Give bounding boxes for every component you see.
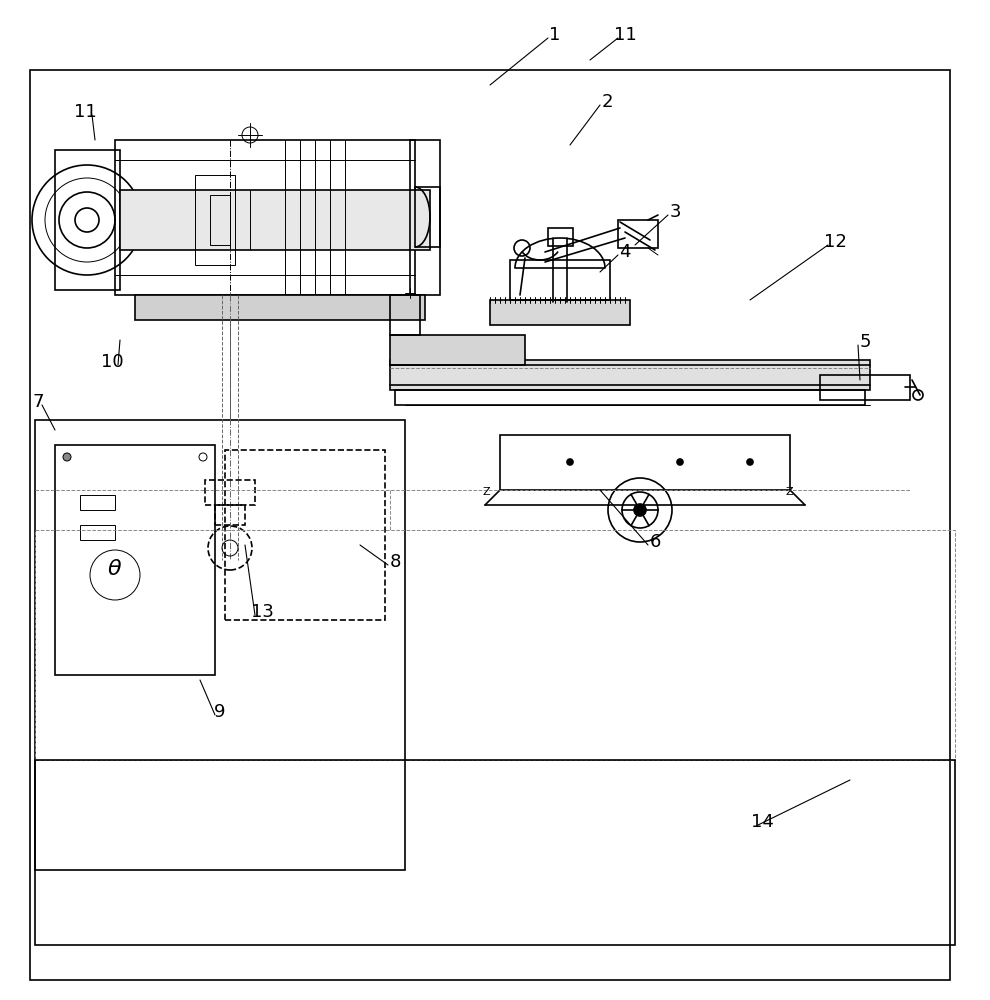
Bar	[80, 525, 115, 540]
Text: 4: 4	[620, 243, 631, 261]
Bar	[195, 175, 235, 265]
Bar	[410, 140, 440, 295]
Text: 11: 11	[73, 103, 96, 121]
Text: 14: 14	[750, 813, 773, 831]
Text: 1: 1	[549, 26, 560, 44]
Text: 8: 8	[389, 553, 401, 571]
Bar	[618, 220, 658, 248]
Bar	[490, 300, 630, 325]
Bar	[55, 445, 215, 675]
Bar	[210, 195, 230, 245]
Text: 5: 5	[859, 333, 871, 351]
Text: Z: Z	[785, 487, 793, 497]
Text: 12: 12	[824, 233, 846, 251]
Text: 11: 11	[614, 26, 637, 44]
Text: 10: 10	[101, 353, 124, 371]
Text: 9: 9	[214, 703, 226, 721]
Text: 3: 3	[669, 203, 681, 221]
Bar	[510, 260, 610, 300]
Text: $\theta$: $\theta$	[107, 559, 123, 579]
Bar	[500, 435, 790, 490]
Text: 2: 2	[601, 93, 613, 111]
Bar	[55, 150, 120, 290]
Circle shape	[567, 459, 573, 465]
Circle shape	[634, 504, 646, 516]
Text: 13: 13	[250, 603, 273, 621]
Bar	[80, 495, 115, 510]
Bar	[820, 375, 910, 400]
Bar	[548, 228, 573, 246]
Bar	[115, 140, 415, 295]
Circle shape	[63, 453, 71, 461]
Bar	[215, 505, 245, 525]
Bar	[390, 335, 525, 365]
Text: 6: 6	[649, 533, 660, 551]
Bar	[205, 480, 255, 505]
Circle shape	[747, 459, 753, 465]
Text: Z: Z	[482, 487, 490, 497]
Bar	[35, 420, 405, 870]
Bar	[35, 530, 955, 760]
Bar	[35, 760, 955, 945]
Bar	[120, 190, 430, 250]
Bar	[395, 390, 865, 405]
Bar	[390, 295, 420, 335]
Bar	[415, 187, 440, 247]
Bar	[225, 450, 385, 620]
Circle shape	[677, 459, 683, 465]
Text: 7: 7	[33, 393, 44, 411]
Bar	[135, 295, 425, 320]
Bar	[390, 360, 870, 390]
